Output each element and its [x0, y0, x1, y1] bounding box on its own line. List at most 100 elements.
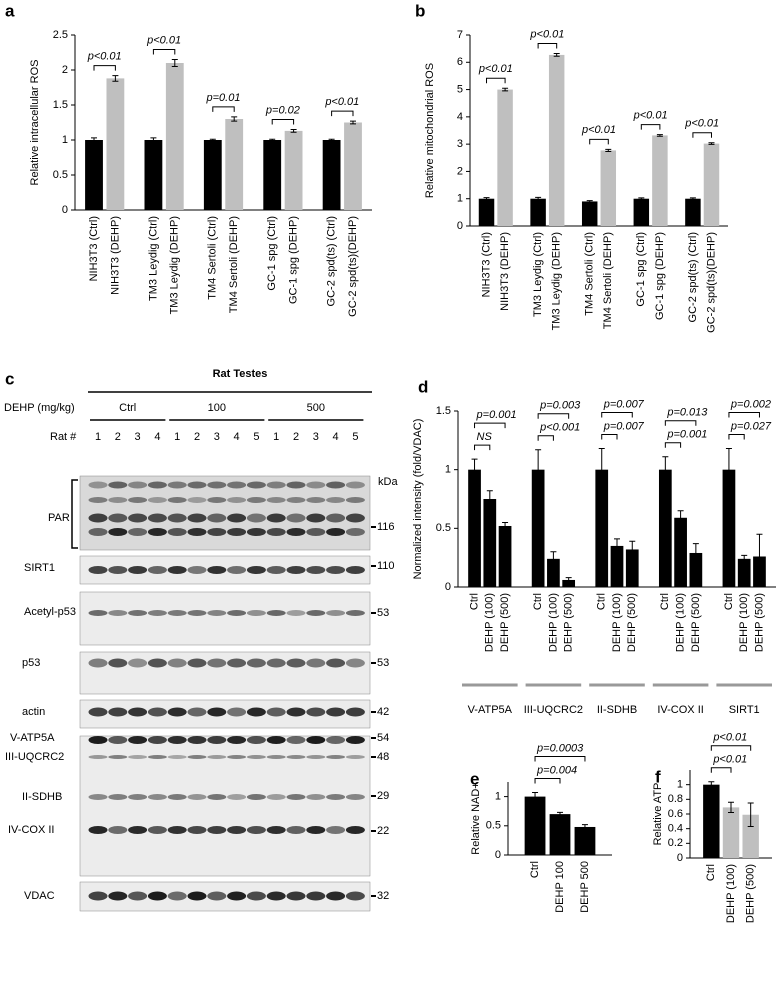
blot-band — [128, 707, 148, 717]
bracket — [93, 65, 116, 71]
blot-band — [108, 566, 128, 574]
blot-band — [246, 497, 266, 503]
blot-band — [266, 794, 286, 800]
lane-number: 2 — [115, 431, 121, 443]
x-tick-label: NIH3T3 (Ctrl) — [88, 216, 100, 281]
blot-band — [128, 794, 148, 800]
x-tick-label: TM3 Leydig (Ctrl) — [532, 232, 544, 317]
blot-band — [187, 707, 207, 717]
x-tick-label: DEHP 100 — [554, 861, 566, 913]
error-bar — [349, 120, 356, 125]
bracket — [537, 43, 558, 49]
blot-band — [167, 736, 187, 744]
blot-band — [345, 566, 365, 574]
bar — [530, 198, 546, 226]
blot-band — [167, 566, 187, 574]
blot-band — [88, 513, 108, 523]
blot-band — [147, 891, 167, 901]
error-bar — [677, 510, 684, 526]
blot-band — [227, 794, 247, 800]
marker-label: 48 — [377, 751, 389, 763]
blot-band — [266, 610, 286, 616]
blot-band — [227, 658, 247, 668]
blot-band — [306, 794, 326, 800]
lane-number: 3 — [135, 431, 141, 443]
panel-label: a — [5, 1, 15, 20]
protein-label: VDAC — [24, 890, 55, 902]
annotation: p=0.02 — [265, 104, 300, 116]
blot-band — [286, 513, 306, 523]
blot-band — [207, 736, 227, 744]
group-label: IV-COX II — [657, 704, 703, 716]
x-tick-label: TM3 Leydig (DEHP) — [551, 232, 563, 330]
annotation: p=0.003 — [539, 400, 581, 412]
blot-band — [246, 755, 266, 759]
blot-band — [88, 891, 108, 901]
bracket — [331, 110, 354, 117]
annotation: p=0.007 — [603, 420, 645, 432]
protein-label: IV-COX II — [8, 824, 54, 836]
bar — [344, 122, 362, 210]
bar — [581, 201, 598, 226]
blot-band — [286, 658, 306, 668]
x-tick-label: TM4 Sertoli (Ctrl) — [584, 232, 596, 316]
x-tick-label: DEHP (100) — [738, 593, 750, 652]
blot-band — [227, 566, 247, 574]
marker-label: 110 — [377, 560, 395, 572]
x-tick-label: Ctrl — [532, 593, 544, 610]
blot-band — [286, 566, 306, 574]
y-tick-label: 0.4 — [668, 823, 683, 835]
y-tick-label: 0 — [457, 220, 463, 232]
blot-band — [345, 826, 365, 834]
bracket — [640, 124, 661, 130]
unit-label: kDa — [378, 476, 398, 488]
bar — [600, 150, 617, 226]
blot-band — [88, 707, 108, 717]
error-bar — [598, 448, 605, 492]
blot-band — [306, 481, 326, 489]
blot-band — [266, 658, 286, 668]
x-tick-label: DEHP (500) — [563, 593, 575, 652]
x-tick-label: DEHP (500) — [753, 593, 765, 652]
bracket — [589, 138, 609, 145]
x-tick-label: GC-2 spd(ts) (Ctrl) — [687, 232, 699, 322]
x-tick-label: DEHP (100) — [725, 864, 737, 923]
blot-band — [88, 497, 108, 503]
blot-band — [345, 497, 365, 503]
y-tick-label: 1 — [445, 464, 451, 476]
annotation: p=0.001 — [476, 409, 517, 421]
blot-band — [286, 528, 306, 536]
blot-band — [266, 707, 286, 717]
x-tick-label: TM3 Leydig (Ctrl) — [147, 216, 159, 301]
lane-number: 5 — [352, 431, 358, 443]
blot-band — [227, 891, 247, 901]
blot-band — [207, 566, 227, 574]
blot-band — [207, 497, 227, 503]
blot-band — [128, 891, 148, 901]
bar — [547, 558, 560, 587]
y-axis-label: Relative intracellular ROS — [29, 60, 41, 186]
error-bar — [708, 142, 715, 145]
blot-band — [326, 707, 346, 717]
blot-band — [246, 513, 266, 523]
annotation: p<0.001 — [539, 422, 580, 434]
blot-band — [147, 513, 167, 523]
blot-band — [227, 826, 247, 834]
blot-band — [326, 528, 346, 536]
blot-band — [108, 481, 128, 489]
blot-band — [207, 513, 227, 523]
blot-band — [88, 610, 108, 616]
bar — [498, 525, 512, 587]
blot-band — [108, 497, 128, 503]
annotation: p<0.01 — [529, 28, 564, 40]
bracket — [601, 412, 633, 418]
blot-band — [108, 513, 128, 523]
blot-band — [286, 755, 306, 759]
bracket — [537, 435, 554, 441]
annotation: p=0.01 — [206, 92, 241, 104]
annotation: p=0.004 — [536, 764, 577, 776]
blot-band — [246, 610, 266, 616]
bracket — [534, 756, 586, 762]
blot-band — [326, 610, 346, 616]
bar — [85, 140, 103, 210]
